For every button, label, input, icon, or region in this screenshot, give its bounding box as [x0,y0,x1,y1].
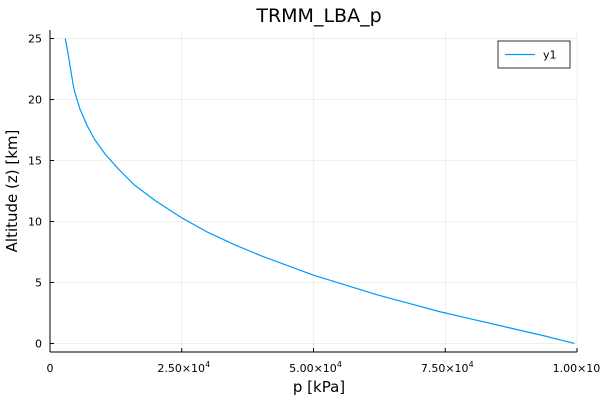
x-tick-exponent: 4 [469,360,474,369]
grid [49,30,578,352]
series-line-y1 [64,38,575,345]
y-tick-label: 10 [28,215,42,228]
legend: y1 [497,40,571,69]
y-tick-label: 25 [28,33,42,46]
y-tick-label: 15 [28,155,42,168]
y-ticks: 0 5 10 15 20 25 [28,33,54,350]
y-axis-label: Altitude (z) [km] [3,130,21,253]
chart-title: TRMM_LBA_p [255,5,381,27]
x-tick-label: 5.00×104 [289,360,342,375]
y-tick-label: 5 [35,276,42,289]
x-tick-label: 7.50×104 [421,360,474,375]
series-layer [64,38,575,345]
x-tick-label: 0 [47,362,54,375]
x-tick-label: 2.50×104 [157,360,210,375]
y-tick-label: 20 [28,94,42,107]
x-ticks: 0 2.50×104 5.00×104 7.50×104 1.00×105 [47,348,600,375]
y-tick-label: 0 [35,337,42,350]
legend-label: y1 [543,49,557,62]
x-tick-exponent: 4 [205,360,210,369]
x-tick-exponent: 4 [337,360,342,369]
x-axis-label: p [kPa] [293,378,345,396]
x-tick-label: 1.00×105 [553,360,600,375]
